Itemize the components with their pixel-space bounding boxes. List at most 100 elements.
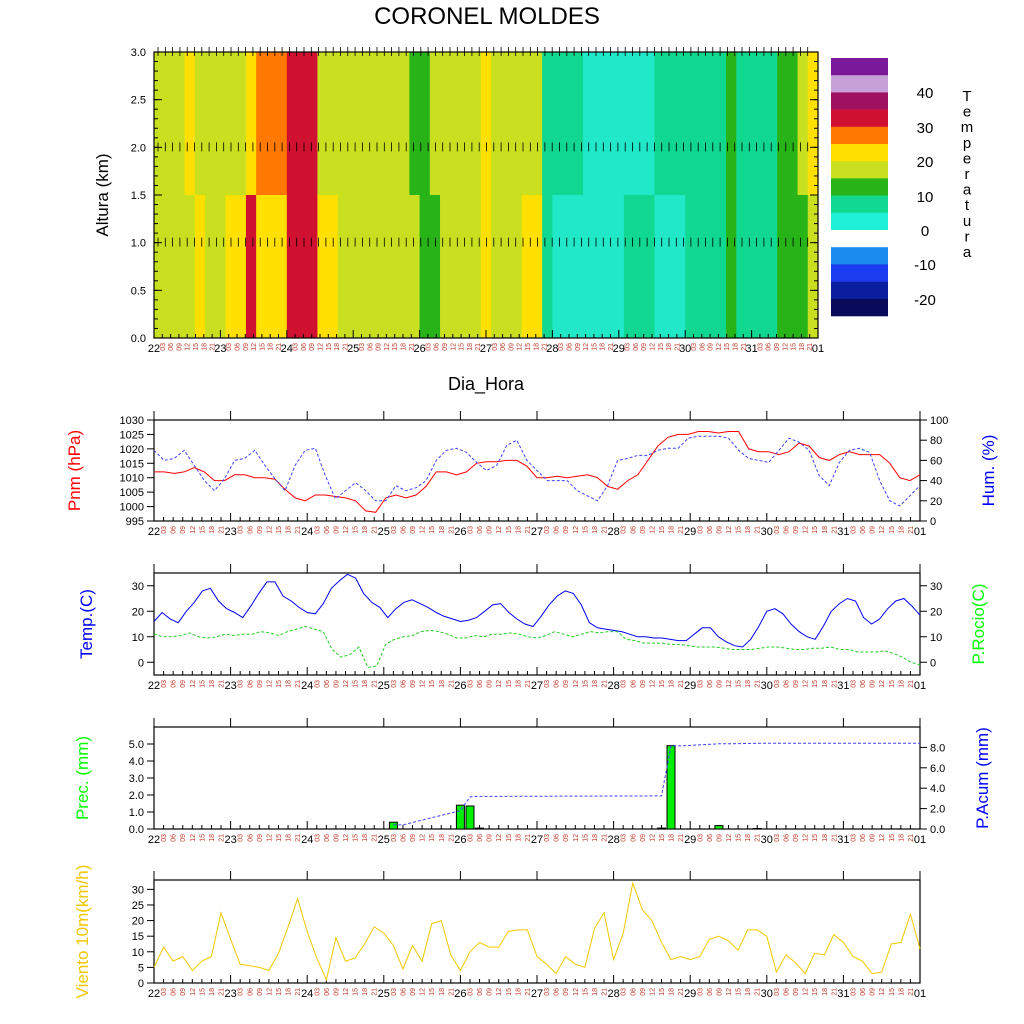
day-label: 30 xyxy=(761,526,773,538)
humidity-line xyxy=(153,435,921,507)
day-label: 28 xyxy=(607,988,619,1000)
hour-label: 12 xyxy=(649,526,656,534)
hour-label: 12 xyxy=(573,834,580,842)
day-label: 22 xyxy=(148,343,160,355)
temp-cell-lower xyxy=(419,195,431,338)
hour-label: 15 xyxy=(276,988,283,996)
hour-label: 03 xyxy=(697,988,704,996)
plot-frame xyxy=(153,879,921,984)
day-label: 22 xyxy=(148,988,160,1000)
temp-cell-lower xyxy=(154,195,165,338)
hour-label: 09 xyxy=(563,988,570,996)
hour-label: 21 xyxy=(678,834,685,842)
hour-label: 21 xyxy=(755,526,762,534)
hour-label: 12 xyxy=(496,526,503,534)
day-label: 28 xyxy=(546,343,558,355)
hour-label: 03 xyxy=(359,343,366,351)
temp-cell-upper xyxy=(644,52,656,195)
hour-label: 15 xyxy=(812,526,819,534)
y-tick-label: 30 xyxy=(132,884,144,896)
hour-label: 15 xyxy=(353,988,360,996)
precip-bar xyxy=(657,827,666,830)
day-label: 29 xyxy=(684,834,696,846)
temp-cell-lower xyxy=(756,195,768,338)
precipitation-panel: 0.01.02.03.04.05.00.02.04.06.08.022 03 06 0… xyxy=(73,718,992,846)
hour-label: 18 xyxy=(286,834,293,842)
hour-label: 18 xyxy=(439,834,446,842)
hour-label: 15 xyxy=(193,343,200,351)
hour-label: 12 xyxy=(879,988,886,996)
day-label: 26 xyxy=(454,988,466,1000)
hour-label: 15 xyxy=(582,834,589,842)
day-label: 23 xyxy=(224,680,236,692)
temp-cell-upper xyxy=(327,52,339,195)
hour-label: 03 xyxy=(492,343,499,351)
temp-cell-upper xyxy=(348,52,359,195)
hour-label: 12 xyxy=(726,680,733,688)
temp-cell-upper xyxy=(307,52,319,195)
temp-cell-lower xyxy=(603,195,615,338)
hour-label: 18 xyxy=(822,680,829,688)
y-tick-label: 10 xyxy=(930,632,942,644)
temp-cell-upper xyxy=(777,52,788,195)
day-label: 28 xyxy=(607,834,619,846)
hour-label: 03 xyxy=(625,343,632,351)
hour-label: 21 xyxy=(276,343,283,351)
hour-label: 09 xyxy=(487,526,494,534)
temp-cell-upper xyxy=(194,52,206,195)
temp-cell-lower xyxy=(797,195,809,338)
hour-label: 03 xyxy=(238,988,245,996)
y-tick-label: 1015 xyxy=(120,458,144,470)
hour-label: 21 xyxy=(602,988,609,996)
temp-cell-lower xyxy=(429,195,441,338)
hour-label: 09 xyxy=(716,680,723,688)
hour-label: 09 xyxy=(640,680,647,688)
hour-label: 09 xyxy=(410,680,417,688)
hour-label: 18 xyxy=(201,343,208,351)
temp-cell-lower xyxy=(368,195,380,338)
hour-label: 18 xyxy=(733,343,740,351)
hour-label: 15 xyxy=(736,526,743,534)
hour-label: 09 xyxy=(641,343,648,351)
hour-label: 18 xyxy=(666,343,673,351)
temp-cell-upper xyxy=(317,52,329,195)
hour-label: 09 xyxy=(640,834,647,842)
temp-cell-upper xyxy=(460,52,472,195)
temp-cell-lower xyxy=(307,195,319,338)
y-tick-label: 3.0 xyxy=(129,773,144,785)
y-tick-label: 0 xyxy=(138,978,144,990)
hour-label: 18 xyxy=(669,988,676,996)
y-tick-label: 20 xyxy=(132,916,144,928)
hour-label: 15 xyxy=(889,680,896,688)
hour-label: 21 xyxy=(674,343,681,351)
temp-cell-upper xyxy=(174,52,186,195)
hour-label: 09 xyxy=(257,680,264,688)
y-tick-label: 10 xyxy=(132,632,144,644)
hour-label: 06 xyxy=(766,343,773,351)
hour-label: 03 xyxy=(314,680,321,688)
temp-cell-lower xyxy=(634,195,645,338)
temp-cell-lower xyxy=(644,195,656,338)
hour-label: 03 xyxy=(293,343,300,351)
hour-label: 09 xyxy=(708,343,715,351)
temp-cell-lower xyxy=(777,195,788,338)
hour-label: 21 xyxy=(678,988,685,996)
hour-label: 18 xyxy=(362,834,369,842)
temp-cell-lower xyxy=(480,195,492,338)
hour-label: 21 xyxy=(295,526,302,534)
day-label: 30 xyxy=(761,680,773,692)
hour-label: 15 xyxy=(591,343,598,351)
hour-label: 15 xyxy=(276,834,283,842)
temp-cell-upper xyxy=(603,52,615,195)
y-tick-label: 25 xyxy=(132,900,144,912)
hour-label: 09 xyxy=(333,988,340,996)
hour-label: 18 xyxy=(592,988,599,996)
y-tick-label: 0.0 xyxy=(129,824,144,836)
day-label: 01 xyxy=(812,343,824,355)
hour-label: 09 xyxy=(410,834,417,842)
hour-label: 06 xyxy=(630,526,637,534)
temp-cell-lower xyxy=(266,195,278,338)
hour-label: 03 xyxy=(161,834,168,842)
